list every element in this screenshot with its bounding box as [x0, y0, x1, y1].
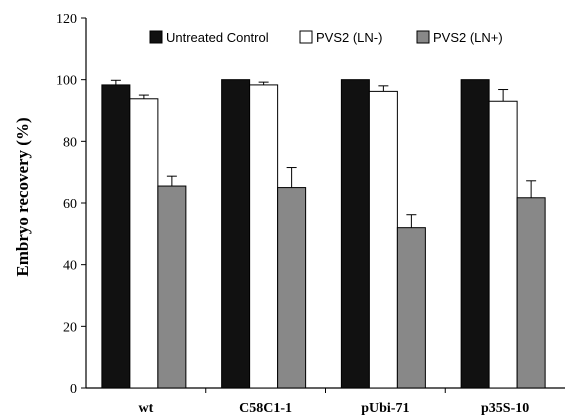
- plot-area: 0 20 40 60 80 100 120 wt C58C1-1 pUbi-71 p35S-10: [56, 12, 565, 416]
- bar: [396, 227, 426, 389]
- bar: [368, 90, 398, 389]
- bar: [460, 79, 490, 389]
- legend: Untreated Control PVS2 (LN-) PVS2 (LN+): [149, 30, 503, 45]
- bar: [101, 84, 131, 389]
- bar: [516, 197, 546, 389]
- y-tick-label: 80: [63, 135, 77, 150]
- bar: [221, 79, 251, 389]
- bar: [340, 79, 370, 389]
- legend-swatch: [299, 30, 313, 44]
- legend-entry: Untreated Control: [166, 30, 269, 45]
- y-tick-label: 120: [56, 12, 77, 27]
- y-tick-label: 0: [70, 382, 77, 397]
- legend-swatch: [416, 30, 430, 44]
- y-tick-label: 20: [63, 320, 77, 335]
- legend-entry: PVS2 (LN+): [433, 30, 503, 45]
- legend-entry: PVS2 (LN-): [316, 30, 382, 45]
- bar: [157, 185, 187, 389]
- bar: [249, 84, 279, 389]
- y-tick-label: 60: [63, 197, 77, 212]
- bar: [129, 98, 159, 389]
- x-tick-label: p35S-10: [481, 401, 529, 416]
- x-tick-label: wt: [138, 401, 153, 416]
- y-tick-label: 40: [63, 259, 77, 274]
- bar: [277, 187, 307, 389]
- legend-swatch: [149, 30, 163, 44]
- bar: [488, 100, 518, 389]
- x-tick-label: pUbi-71: [361, 401, 409, 416]
- y-tick-label: 100: [56, 74, 77, 89]
- x-tick-label: C58C1-1: [239, 401, 292, 416]
- y-axis-label: Embryo recovery (%): [13, 117, 32, 276]
